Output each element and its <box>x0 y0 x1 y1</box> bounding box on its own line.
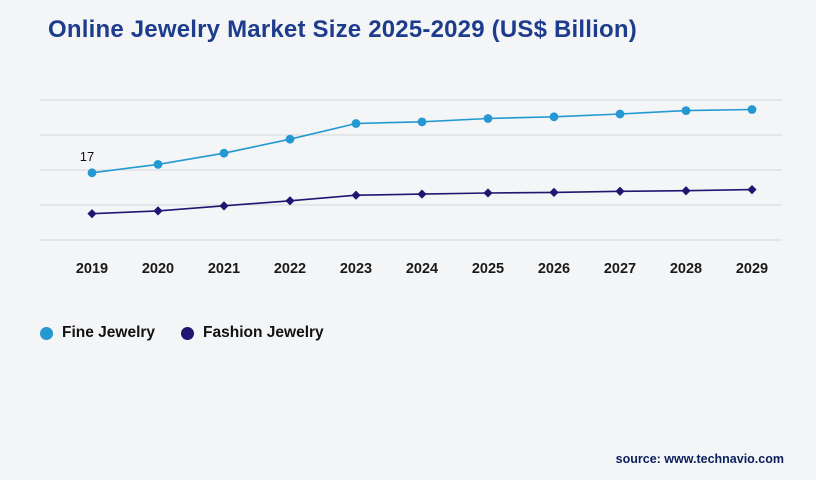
svg-text:2026: 2026 <box>538 261 570 277</box>
legend-label-fine-jewelry: Fine Jewelry <box>62 324 156 341</box>
svg-text:2028: 2028 <box>670 261 702 277</box>
source-credit: source: www.technavio.com <box>615 452 784 466</box>
svg-text:2021: 2021 <box>208 261 240 277</box>
chart-legend: Fine Jewelry Fashion Jewelry <box>40 324 324 342</box>
chart-title: Online Jewelry Market Size 2025-2029 (US… <box>48 16 637 43</box>
svg-text:2025: 2025 <box>472 261 504 277</box>
fashion-jewelry-marker-icon <box>181 326 195 340</box>
svg-text:2020: 2020 <box>142 261 174 277</box>
svg-text:2022: 2022 <box>274 261 306 277</box>
svg-text:2019: 2019 <box>76 261 108 277</box>
svg-text:2023: 2023 <box>340 261 372 277</box>
svg-text:17: 17 <box>80 149 94 164</box>
line-chart-canvas: 17 2019 2020 2021 2022 2023 2024 2025 2026 2027 20… <box>40 99 782 277</box>
svg-text:2027: 2027 <box>604 261 636 277</box>
fine-jewelry-marker-icon <box>40 326 53 340</box>
legend-item-fine-jewelry: Fine Jewelry <box>40 324 155 342</box>
svg-text:2029: 2029 <box>736 261 768 277</box>
line-chart: 17 2019 2020 2021 2022 2023 2024 2025 2026 2027 20… <box>30 88 790 283</box>
legend-label-fashion-jewelry: Fashion Jewelry <box>203 324 324 341</box>
legend-item-fashion-jewelry: Fashion Jewelry <box>181 324 324 342</box>
svg-text:2024: 2024 <box>406 261 438 277</box>
